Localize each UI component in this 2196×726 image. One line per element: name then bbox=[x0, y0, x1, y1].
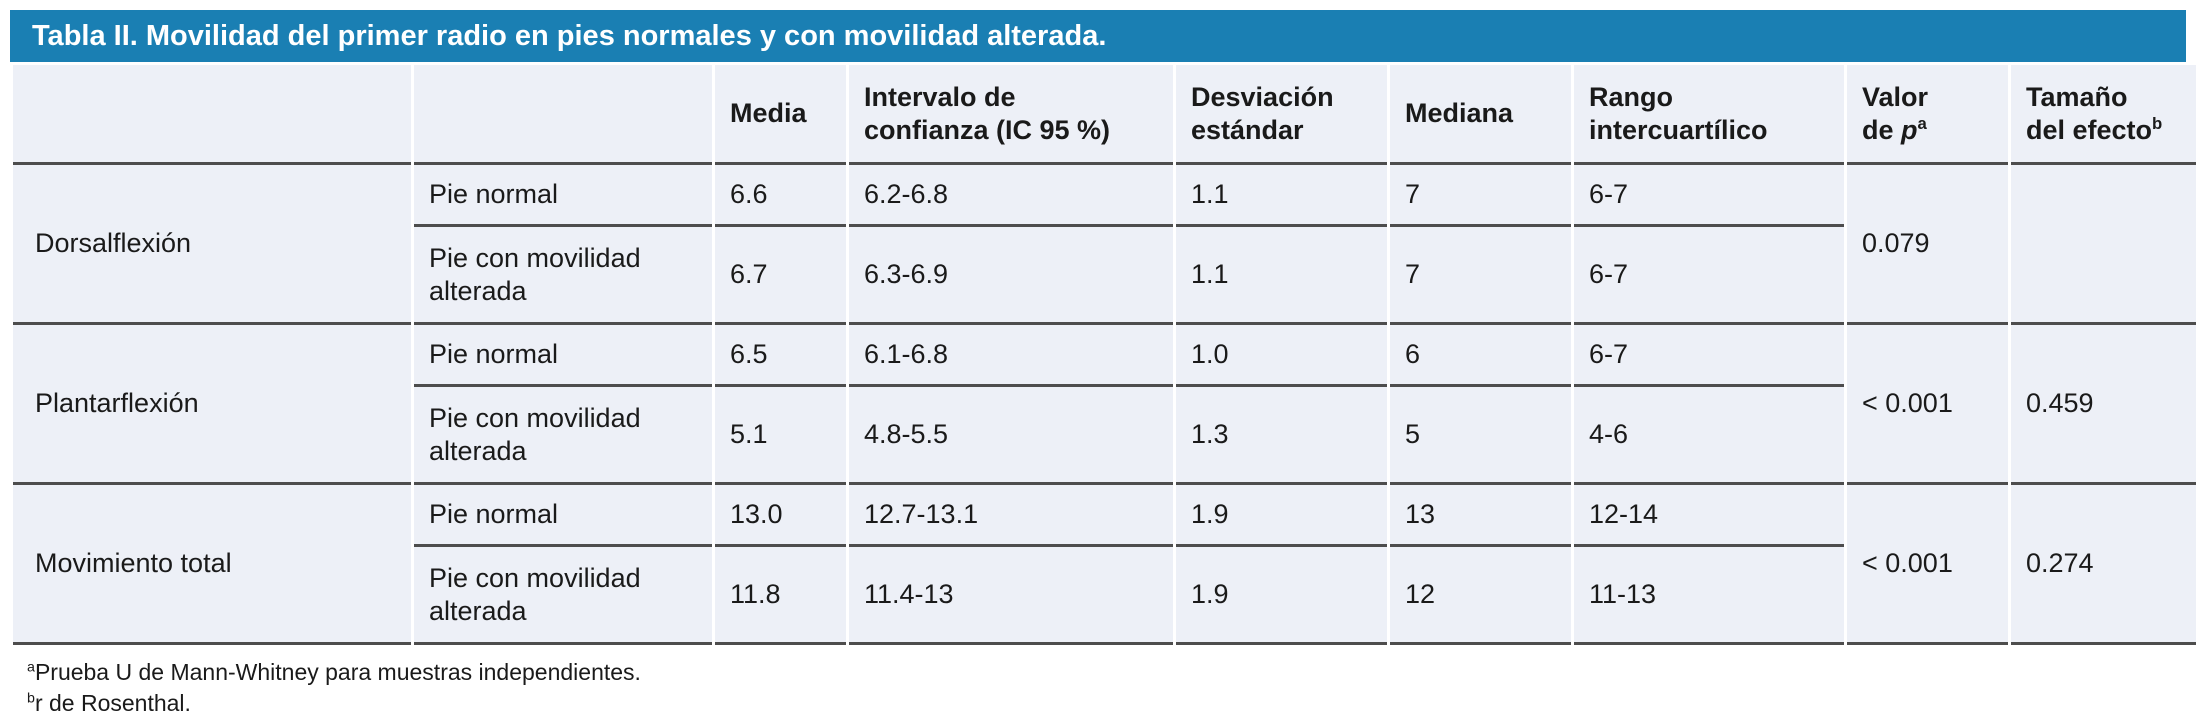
mediana-cell: 7 bbox=[1390, 165, 1571, 227]
mediana-cell: 7 bbox=[1390, 227, 1571, 325]
p-value-cell: 0.079 bbox=[1847, 165, 2008, 325]
mobility-table: Media Intervalo de confianza (IC 95 %) D… bbox=[10, 65, 2196, 645]
effect-size-cell: 0.274 bbox=[2011, 485, 2196, 645]
group-label-cell: Dorsalflexión bbox=[13, 165, 411, 325]
table-row: Pie con movilidad alterada 6.7 6.3-6.9 1.1 7… bbox=[13, 227, 2196, 325]
mediana-cell: 12 bbox=[1390, 547, 1571, 645]
footnote-marker-b: b bbox=[2152, 113, 2163, 133]
table-row: Pie con movilidad alterada 11.8 11.4-13 1.9… bbox=[13, 547, 2196, 645]
interquartile-range-cell: 6-7 bbox=[1574, 325, 1844, 387]
p-value-cell: < 0.001 bbox=[1847, 325, 2008, 485]
mediana-cell: 13 bbox=[1390, 485, 1571, 547]
p-value-cell: < 0.001 bbox=[1847, 485, 2008, 645]
condition-cell: Pie normal bbox=[414, 165, 712, 227]
confidence-interval-cell: 11.4-13 bbox=[849, 547, 1173, 645]
col-header-effect-size: Tamaño del efectob bbox=[2011, 65, 2196, 165]
col-header-confidence-interval: Intervalo de confianza (IC 95 %) bbox=[849, 65, 1173, 165]
standard-deviation-cell: 1.1 bbox=[1176, 227, 1387, 325]
condition-cell: Pie con movilidad alterada bbox=[414, 547, 712, 645]
interquartile-range-cell: 6-7 bbox=[1574, 227, 1844, 325]
condition-cell: Pie normal bbox=[414, 485, 712, 547]
standard-deviation-cell: 1.9 bbox=[1176, 485, 1387, 547]
media-cell: 11.8 bbox=[715, 547, 846, 645]
media-cell: 6.5 bbox=[715, 325, 846, 387]
interquartile-range-cell: 6-7 bbox=[1574, 165, 1844, 227]
col-header-p-value: Valor de pa bbox=[1847, 65, 2008, 165]
footnote-a-text: Prueba U de Mann-Whitney para muestras i… bbox=[34, 659, 641, 685]
table-row: Pie con movilidad alterada 5.1 4.8-5.5 1.3 5… bbox=[13, 387, 2196, 485]
mediana-cell: 6 bbox=[1390, 325, 1571, 387]
col-header-interquartile-range: Rango intercuartílico bbox=[1574, 65, 1844, 165]
interquartile-range-cell: 12-14 bbox=[1574, 485, 1844, 547]
confidence-interval-cell: 6.1-6.8 bbox=[849, 325, 1173, 387]
table-body: Dorsalflexión Pie normal 6.6 6.2-6.8 1.1 7 6-7… bbox=[13, 165, 2196, 645]
footnote-b-marker: b bbox=[27, 690, 35, 707]
col-header-group-empty bbox=[13, 65, 411, 165]
confidence-interval-cell: 6.2-6.8 bbox=[849, 165, 1173, 227]
footnote-a-marker: a bbox=[27, 659, 35, 676]
group-label-cell: Movimiento total bbox=[13, 485, 411, 645]
table-row: Dorsalflexión Pie normal 6.6 6.2-6.8 1.1 7 6-7… bbox=[13, 165, 2196, 325]
p-symbol: p bbox=[1901, 114, 1918, 145]
footnotes: aPrueba U de Mann-Whitney para muestras … bbox=[10, 645, 2186, 719]
footnote-a: aPrueba U de Mann-Whitney para muestras … bbox=[27, 657, 2186, 688]
standard-deviation-cell: 1.9 bbox=[1176, 547, 1387, 645]
media-cell: 13.0 bbox=[715, 485, 846, 547]
header-row: Media Intervalo de confianza (IC 95 %) D… bbox=[13, 65, 2196, 165]
effect-size-cell: 0.459 bbox=[2011, 325, 2196, 485]
confidence-interval-cell: 12.7-13.1 bbox=[849, 485, 1173, 547]
footnote-b: br de Rosenthal. bbox=[27, 688, 2186, 719]
col-header-media: Media bbox=[715, 65, 846, 165]
confidence-interval-cell: 6.3-6.9 bbox=[849, 227, 1173, 325]
footnote-marker-a: a bbox=[1917, 113, 1927, 133]
media-cell: 5.1 bbox=[715, 387, 846, 485]
table-row: Plantarflexión Pie normal 6.5 6.1-6.8 1.0 6 6-… bbox=[13, 325, 2196, 485]
condition-cell: Pie con movilidad alterada bbox=[414, 387, 712, 485]
mediana-cell: 5 bbox=[1390, 387, 1571, 485]
table-title-bar: Tabla II. Movilidad del primer radio en … bbox=[10, 10, 2186, 62]
effect-size-cell bbox=[2011, 165, 2196, 325]
col-header-mediana: Mediana bbox=[1390, 65, 1571, 165]
media-cell: 6.7 bbox=[715, 227, 846, 325]
table-row: Movimiento total Pie normal 13.0 12.7-13.1 1… bbox=[13, 485, 2196, 645]
condition-cell: Pie normal bbox=[414, 325, 712, 387]
group-label-cell: Plantarflexión bbox=[13, 325, 411, 485]
interquartile-range-cell: 11-13 bbox=[1574, 547, 1844, 645]
col-header-standard-deviation: Desviación estándar bbox=[1176, 65, 1387, 165]
col-header-condition-empty bbox=[414, 65, 712, 165]
footnote-b-text: r de Rosenthal. bbox=[34, 690, 191, 716]
table-title: Tabla II. Movilidad del primer radio en … bbox=[32, 20, 1107, 52]
interquartile-range-cell: 4-6 bbox=[1574, 387, 1844, 485]
standard-deviation-cell: 1.0 bbox=[1176, 325, 1387, 387]
confidence-interval-cell: 4.8-5.5 bbox=[849, 387, 1173, 485]
standard-deviation-cell: 1.3 bbox=[1176, 387, 1387, 485]
media-cell: 6.6 bbox=[715, 165, 846, 227]
condition-cell: Pie con movilidad alterada bbox=[414, 227, 712, 325]
standard-deviation-cell: 1.1 bbox=[1176, 165, 1387, 227]
